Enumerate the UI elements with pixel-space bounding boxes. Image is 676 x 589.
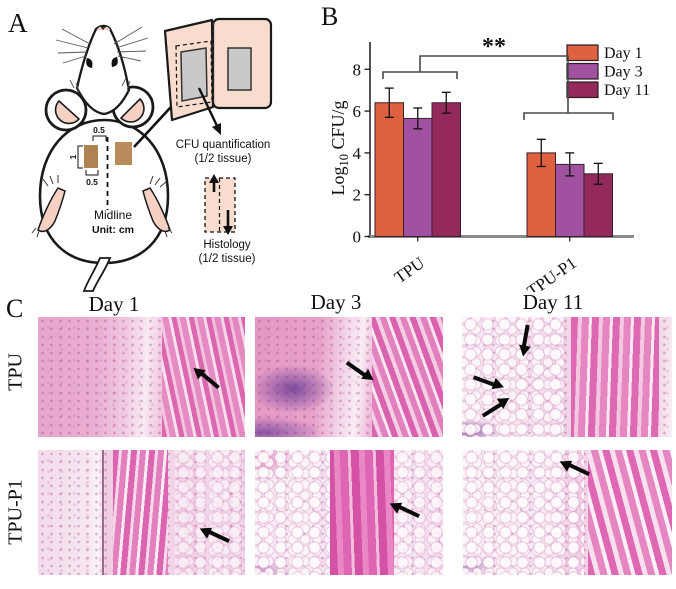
histology-tpu-p1-day1 (38, 450, 245, 575)
implant-window-left (180, 47, 208, 102)
column-header-day3: Day 3 (310, 290, 362, 314)
mouse-right-eye (111, 57, 118, 67)
sig-bracket-tpu-p1 (523, 112, 614, 120)
measure-top-label: 0.5 (93, 125, 105, 135)
y-tick-label: 4 (353, 144, 362, 163)
right-implant (115, 142, 132, 165)
column-header-day11: Day 11 (522, 290, 584, 314)
panel-a-label: A (8, 8, 28, 38)
panel-a-schematic: A (8, 8, 273, 292)
mouse-whiskers (55, 26, 149, 93)
mouse-left-foot (37, 187, 66, 233)
y-tick-label: 2 (353, 186, 362, 205)
legend-label: Day 3 (604, 64, 643, 81)
column-header-day1: Day 1 (88, 292, 140, 316)
legend-swatch-day3 (566, 62, 599, 80)
cfu-caption-line1: CFU quantification (176, 139, 271, 151)
histology-tpu-day11 (462, 317, 672, 437)
bar-tpu-day3 (403, 117, 433, 237)
histology-tpu-p1-day11 (463, 450, 672, 575)
histology-tpu-day1 (38, 317, 245, 437)
histology-tpu-p1-day3 (255, 450, 443, 575)
mouse-left-eye (86, 58, 93, 68)
flap-to-caption-arrow (197, 87, 221, 135)
measure-side-label: 1 (68, 154, 78, 159)
half-tissue-down-arrow (223, 210, 233, 235)
histology-tpu-day3 (255, 317, 443, 437)
y-tick-label: 0 (353, 228, 362, 247)
right-ear-inner (119, 97, 145, 123)
half-tissue-up-arrow (209, 174, 219, 192)
unit-label: Unit: cm (92, 224, 134, 236)
x-category-label: TPU-P1 (523, 253, 580, 292)
mouse-right-foot (142, 187, 171, 233)
bar-tpu-day1 (374, 102, 404, 237)
legend-label: Day 1 (604, 45, 643, 62)
excision-dashed-outline (175, 40, 213, 108)
legend-swatch-day11 (566, 81, 599, 99)
mouse-drawing: 0.5 1 0.5 Midline Unit: cm (31, 24, 187, 292)
significance-stars: ** (482, 34, 506, 60)
histology-caption-line1: Histology (203, 239, 251, 251)
bar-tpu-day11 (431, 102, 461, 237)
tissue-flap-drawing: CFU quantification (1/2 tissue) Histolog… (163, 17, 273, 265)
y-axis-title: Log10 CFU/g (328, 100, 351, 195)
annotation-arrow (346, 361, 367, 377)
row-header-tpu: TPU (4, 353, 27, 391)
left-ear-inner (54, 99, 81, 125)
midline-label: Midline (94, 208, 132, 222)
mouse-nose (95, 25, 112, 31)
legend-swatch-day1 (566, 44, 599, 62)
measure-brackets (77, 135, 107, 176)
legend-label: Day 11 (604, 82, 650, 99)
x-category-label: TPU (391, 253, 428, 287)
sig-connector (419, 55, 569, 113)
mouse-tail (82, 257, 112, 292)
histology-caption-line2: (1/2 tissue) (199, 253, 256, 265)
y-tick-label: 6 (353, 102, 362, 121)
sig-bracket-tpu (382, 71, 458, 79)
y-tick-label: 8 (353, 60, 362, 79)
cfu-caption-line2: (1/2 tissue) (195, 153, 252, 165)
implant-window-right (227, 47, 252, 91)
panel-b-label: B (321, 2, 339, 31)
measure-bottom-label: 0.5 (86, 177, 98, 187)
left-implant (84, 145, 98, 168)
fur-tufts (31, 175, 173, 238)
panel-c-label: C (6, 294, 24, 323)
row-header-tpu-p1: TPU-P1 (4, 479, 27, 545)
